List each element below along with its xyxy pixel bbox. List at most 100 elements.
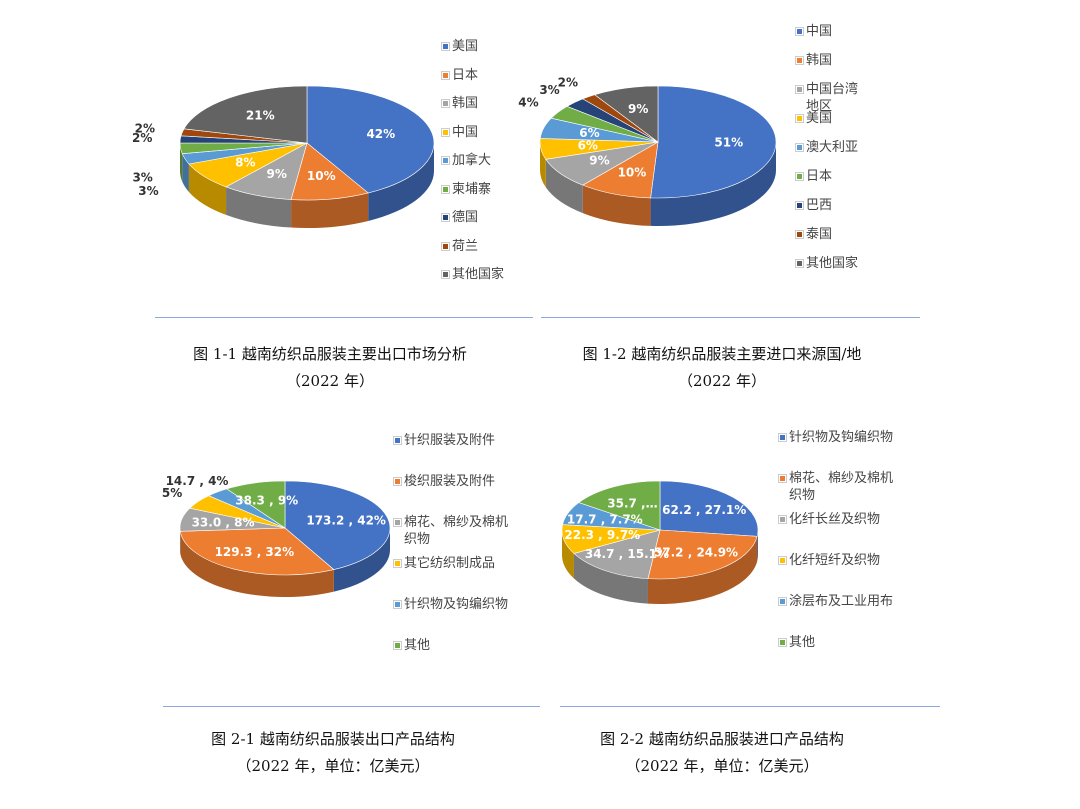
data-label: 173.2 , 42% [306,514,386,528]
legend-marker [393,477,402,486]
legend-label: 美国 [806,111,833,126]
chart-title: 图 1-2 越南纺织品服装主要进口来源国/地 [582,345,862,363]
chart-subtitle: （2022 年，单位：亿美元） [625,757,819,775]
data-label: 17.7 , 7.7% [567,512,643,526]
slice [650,85,777,199]
chart-subtitle: （2022 年） [286,372,374,390]
legend-marker [441,213,450,222]
slice [594,85,659,143]
divider [541,317,920,318]
chart-subtitle: （2022 年，单位：亿美元） [236,757,430,775]
data-label: 6% [578,139,598,153]
legend-item: 美国 [795,110,865,127]
legend-marker [795,259,804,268]
legend-item: 针织物及钩编织物 [778,429,898,446]
data-label: 38.3 , 9% [235,494,298,508]
data-label: 2% [558,76,578,90]
pie-chart: 173.2 , 42% 129.3 , 32% 33.0 , 8% 5%14.7 , … [162,474,391,597]
slice-side [650,142,776,226]
legend-marker [778,638,787,647]
legend-marker [795,114,804,123]
divider [155,317,533,318]
legend-label: 其他 [789,635,816,650]
legend-label: 加拿大 [452,153,492,168]
legend-marker [795,172,804,181]
legend-marker [441,42,450,51]
slice [578,480,661,531]
data-label: 57.2 , 24.9% [654,546,738,560]
pie-chart: 42% 10% 9% 8% 3%3% 2%2% 21% [132,85,435,228]
slice [306,85,435,194]
legend-item: 棉花、棉纱及棉机织物 [778,470,898,504]
legend-marker [441,156,450,165]
slice [290,142,369,201]
legend-marker [795,201,804,210]
data-label: 51% [714,136,743,150]
legend-item: 针织服装及附件 [393,432,513,449]
data-label: 9% [589,153,609,167]
legend-item: 中国台湾地区 [795,81,865,115]
slice-side [368,143,434,221]
data-label: 3% [539,83,559,97]
legend-item: 柬埔寨 [441,181,531,198]
data-label: 22.3 , 9.7% [564,528,640,542]
legend-marker [795,143,804,152]
legend-marker [441,270,450,279]
legend-marker [441,184,450,194]
slice-side [647,536,758,604]
legend-marker [393,600,402,609]
slice [183,85,308,144]
data-label: 21% [246,108,275,122]
legend-item: 针织物及钩编织物 [393,596,513,613]
legend-item: 其他 [393,637,513,654]
legend-item: 澳大利亚 [795,139,865,156]
data-label: 3% [132,170,152,184]
legend-item: 韩国 [441,95,531,112]
legend-item: 其他 [778,634,898,651]
slice-side [545,159,583,214]
legend-item: 其他国家 [795,255,865,272]
legend-label: 美国 [452,39,479,54]
legend-item: 中国 [795,23,865,40]
chart-title: 图 1-1 越南纺织品服装主要出口市场分析 [193,345,467,363]
data-label: 62.2 , 27.1% [662,503,746,517]
legend-item: 其他国家 [441,266,531,283]
data-label: 3% [138,184,158,198]
data-label: 10% [618,166,647,180]
legend-label: 泰国 [806,227,833,242]
data-label: 4% [518,95,538,109]
legend-label: 针织物及钩编织物 [789,430,894,445]
legend-label: 日本 [806,169,833,184]
legend-item: 巴西 [795,197,865,214]
legend-label: 中国台湾地区 [806,82,859,114]
data-label: 8% [235,156,255,170]
legend-marker [795,85,804,94]
legend-label: 荷兰 [452,238,479,254]
legend-label: 其他国家 [806,256,859,271]
legend-label: 中国 [452,124,479,140]
legend-label: 棉花、棉纱及棉机织物 [404,515,509,547]
legend-item: 德国 [441,209,531,226]
slice-side [540,142,546,188]
legend-label: 针织服装及附件 [404,433,496,448]
slice-side [582,185,651,226]
legend-marker [393,436,402,445]
slice-side [333,528,390,592]
legend-marker [795,56,804,65]
slice-side [226,186,292,228]
slice-side [188,163,227,215]
legend-label: 其他 [404,638,431,653]
legend-item: 其它纺织制成品 [393,555,513,572]
legend-item: 日本 [441,67,531,84]
legend-label: 梭织服装及附件 [404,474,496,489]
slice-side [757,530,758,562]
slice-side [182,153,189,192]
legend-label: 其它纺织制成品 [404,556,496,571]
legend-item: 加拿大 [441,152,531,169]
data-label: 129.3 , 32% [215,545,295,559]
slice [573,529,661,579]
divider [163,706,540,707]
legend-marker [778,515,787,524]
data-label: 33.0 , 8% [192,515,255,529]
